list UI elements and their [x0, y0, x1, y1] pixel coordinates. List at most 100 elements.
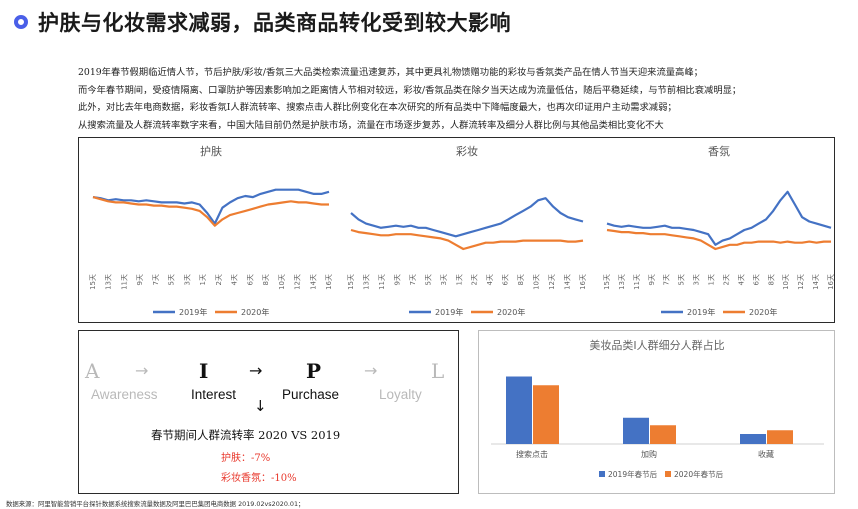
x-tick-label: 2天: [722, 274, 730, 285]
x-tick-label: 7天: [152, 274, 160, 285]
x-tick-label: 2天: [215, 274, 223, 285]
x-tick-label: 13天: [362, 274, 370, 290]
x-tick-label: 3天: [693, 274, 701, 285]
series-line-2020: [92, 196, 329, 227]
aipl-letter-p: P: [306, 359, 322, 383]
aipl-letter-a: A: [85, 359, 100, 383]
x-tick-label: 11天: [633, 274, 641, 290]
x-tick-label: 12天: [294, 274, 302, 290]
aipl-letter-l: L: [431, 359, 445, 383]
x-tick-label: 1天: [199, 274, 207, 285]
paragraph-line: 此外，对比去年电商数据，彩妆香氛I人群流转率、搜索点击人群比例变化在本次研究的所…: [78, 102, 677, 113]
page-title-row: 护肤与化妆需求减弱，品类商品转化受到较大影响: [14, 6, 511, 38]
x-tick-label: 8天: [767, 274, 775, 285]
aipl-word-awareness: Awareness: [91, 387, 158, 402]
x-tick-label: 10天: [278, 274, 286, 290]
x-tick-label: 13天: [618, 274, 626, 290]
x-tick-label: 2天: [471, 274, 479, 285]
x-tick-label: 3天: [440, 274, 448, 285]
series-line-2020: [350, 228, 584, 251]
x-tick-label: 11天: [120, 274, 128, 290]
legend-label-2019: 2019年: [179, 307, 207, 317]
x-tick-label: 6天: [752, 274, 760, 285]
conversion-title: 春节期间人群流转率 2020 VS 2019: [151, 428, 341, 442]
bar-chart-title: 美妆品类I人群细分人群占比: [589, 338, 724, 352]
x-tick-label: 7天: [663, 274, 671, 285]
aipl-letter-i: I: [199, 359, 209, 383]
legend-label-2019: 2019年: [435, 307, 463, 317]
legend-swatch-2019: [599, 471, 605, 477]
x-tick-label: 12天: [797, 274, 805, 290]
x-tick-label: 9天: [648, 274, 656, 285]
line-charts-panel: 护肤 15天 13天 11天 9天 7天 5天 3天 1天 2天 4天 6天 8天 10天 12天 14天 16…: [78, 137, 835, 323]
x-tick-label: 4天: [486, 274, 494, 285]
legend-label-2020: 2020年: [497, 307, 525, 317]
series-line-2020: [606, 228, 831, 251]
x-tick-label: 12天: [548, 274, 556, 290]
x-tick-label: 16天: [579, 274, 587, 290]
circle-bullet-icon: [14, 15, 28, 29]
x-tick-label: 16天: [325, 274, 333, 290]
bar-2020: [767, 430, 793, 444]
skincare-conversion: 护肤：-7%: [221, 453, 271, 464]
x-tick-label: 7天: [409, 274, 417, 285]
category-label: 搜索点击: [516, 449, 548, 459]
x-tick-label: 14天: [564, 274, 572, 290]
x-tick-label: 5天: [424, 274, 432, 285]
chart-title: 护肤: [200, 144, 222, 158]
aipl-word-loyalty: Loyalty: [379, 387, 422, 402]
chart-title: 彩妆: [456, 145, 478, 158]
x-tick-label: 1天: [455, 274, 463, 285]
x-tick-label: 14天: [812, 274, 820, 290]
x-tick-label: 1天: [708, 274, 716, 285]
x-tick-label: 14天: [309, 274, 317, 290]
x-tick-label: 13天: [105, 274, 113, 290]
page-title: 护肤与化妆需求减弱，品类商品转化受到较大影响: [38, 11, 511, 35]
paragraph-line: 从搜索流量及人群流转率数字来看，中国大陆目前仍然是护肤市场，流量在市场逐步复苏，…: [78, 119, 664, 131]
aipl-panel: A → I → P → L Awareness Interest Purchas…: [78, 330, 459, 494]
bar-2019: [623, 417, 649, 444]
x-tick-label: 15天: [603, 274, 611, 290]
x-tick-label: 5天: [168, 274, 176, 285]
aipl-word-purchase: Purchase: [282, 387, 340, 402]
x-tick-label: 15天: [89, 274, 97, 290]
series-line-2019: [350, 197, 584, 238]
x-tick-label: 5天: [678, 274, 686, 285]
x-tick-label: 3天: [183, 274, 191, 285]
bar-2019: [506, 376, 532, 444]
makeup-fragrance-conversion: 彩妆香氛：-10%: [221, 473, 297, 484]
x-tick-label: 9天: [393, 274, 401, 285]
aipl-word-interest: Interest: [191, 387, 237, 402]
legend-label-2019: 2019年: [687, 307, 715, 317]
arrow-right-icon: →: [364, 361, 378, 380]
legend-label-2019: 2019年春节后: [608, 469, 658, 479]
series-line-2019: [92, 188, 330, 225]
x-tick-label: 8天: [517, 274, 525, 285]
category-label: 加购: [641, 449, 657, 459]
summary-paragraph: 2019年春节假期临近情人节，节后护肤/彩妆/香氛三大品类检索流量迅速复苏，其中…: [78, 64, 808, 134]
legend-label-2020: 2020年: [241, 307, 269, 317]
legend-swatch-2020: [665, 471, 671, 477]
category-label: 收藏: [758, 449, 774, 459]
arrow-down-icon: ↓: [254, 397, 267, 415]
line-charts-svg: 护肤 15天 13天 11天 9天 7天 5天 3天 1天 2天 4天 6天 8天 10天 12天 14天 16…: [89, 144, 835, 317]
data-source-footer: 数据来源：阿里智能营销平台探针数据系统搜索流量数据及阿里巴巴集团电商数据 201…: [6, 500, 305, 508]
x-tick-label: 4天: [737, 274, 745, 285]
bar-2019: [740, 434, 766, 444]
paragraph-line: 而今年春节期间，受疫情隔离、口罩防护等因素影响加之距离情人节相对较远，彩妆/香氛…: [78, 84, 742, 96]
arrow-right-icon: →: [135, 361, 149, 380]
chart-title: 香氛: [708, 145, 730, 158]
arrow-right-icon: →: [249, 361, 263, 380]
x-tick-label: 4天: [231, 274, 239, 285]
x-tick-label: 16天: [827, 274, 835, 290]
x-tick-label: 6天: [246, 274, 254, 285]
x-tick-label: 10天: [782, 274, 790, 290]
legend-label-2020: 2020年春节后: [674, 469, 724, 479]
x-tick-label: 10天: [533, 274, 541, 290]
x-tick-label: 15天: [347, 274, 355, 290]
x-tick-label: 8天: [262, 274, 270, 285]
paragraph-line: 2019年春节假期临近情人节，节后护肤/彩妆/香氛三大品类检索流量迅速复苏，其中…: [78, 67, 703, 78]
bar-2020: [533, 385, 559, 444]
bar-2020: [650, 425, 676, 444]
